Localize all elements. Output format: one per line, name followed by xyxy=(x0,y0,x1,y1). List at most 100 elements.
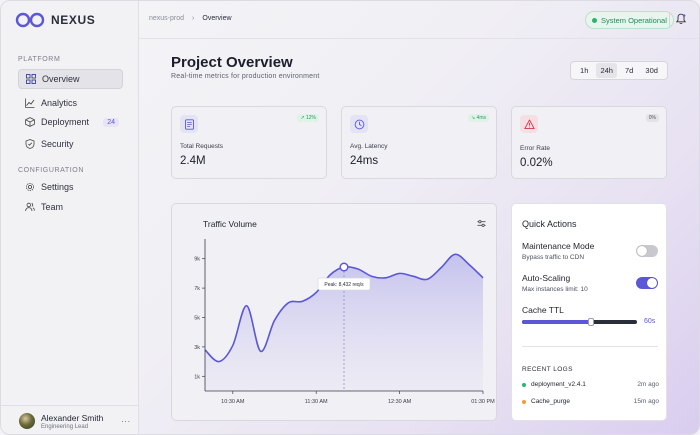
clock-icon xyxy=(350,115,368,133)
sidebar-item-analytics[interactable]: Analytics xyxy=(18,93,123,113)
log-item[interactable]: deployment_v2.4.1 2m ago xyxy=(522,381,659,388)
grid-icon xyxy=(26,74,36,84)
cache-ttl-label: Cache TTL xyxy=(522,305,564,315)
top-bar: nexus-prod › Overview System Operational xyxy=(139,1,699,39)
sidebar: NEXUS PLATFORM Overview Analytics Deploy… xyxy=(1,1,139,434)
gear-icon xyxy=(26,183,34,191)
more-options-icon[interactable]: ... xyxy=(121,415,131,424)
user-name: Alexander Smith xyxy=(41,412,104,423)
log-name: deployment_v2.4.1 xyxy=(531,381,586,388)
quick-actions-title: Quick Actions xyxy=(522,219,577,229)
metric-label: Avg. Latency xyxy=(350,143,388,150)
sidebar-item-settings[interactable]: Settings xyxy=(18,177,123,197)
metric-label: Total Requests xyxy=(180,143,223,150)
auto-scaling-label: Auto-Scaling xyxy=(522,273,571,283)
breadcrumb-project[interactable]: nexus-prod xyxy=(149,15,185,22)
sidebar-item-overview[interactable]: Overview xyxy=(18,69,123,89)
maintenance-mode-label: Maintenance Mode xyxy=(522,241,595,251)
status-dot-icon xyxy=(592,17,597,23)
slider-fill xyxy=(522,320,591,324)
users-icon xyxy=(25,202,35,212)
x-tick-label: 12:30 AM xyxy=(388,399,412,405)
status-badge: System Operational xyxy=(585,11,674,29)
auto-scaling-desc: Max instances limit: 10 xyxy=(522,286,588,293)
toggle-knob xyxy=(637,246,647,256)
deployment-count-badge: 24 xyxy=(103,117,119,127)
box-icon xyxy=(25,117,35,127)
chart-area-fill xyxy=(205,254,483,391)
quick-actions-panel: Quick Actions Maintenance Mode Bypass tr… xyxy=(511,203,667,421)
maintenance-mode-toggle[interactable] xyxy=(636,245,658,257)
breadcrumb: nexus-prod › Overview xyxy=(149,15,232,22)
log-status-dot xyxy=(522,382,526,387)
cache-ttl-slider[interactable] xyxy=(522,318,637,326)
metric-label: Error Rate xyxy=(520,145,550,152)
warning-icon xyxy=(520,115,538,133)
infinity-logo-icon xyxy=(15,12,45,28)
brand-name: NEXUS xyxy=(51,13,96,27)
page-subtitle: Real-time metrics for production environ… xyxy=(171,73,320,80)
range-1h[interactable]: 1h xyxy=(580,66,589,75)
auto-scaling-toggle[interactable] xyxy=(636,277,658,289)
cache-ttl-value: 60s xyxy=(644,318,656,325)
trend-badge: ↗ 12% xyxy=(297,114,319,122)
sidebar-item-label: Security xyxy=(41,139,74,149)
status-text: System Operational xyxy=(601,15,667,25)
breadcrumb-current: Overview xyxy=(202,15,232,22)
log-item[interactable]: Cache_purge 15m ago xyxy=(522,398,659,405)
panel-divider xyxy=(522,346,658,347)
range-24h[interactable]: 24h xyxy=(596,63,617,78)
maintenance-mode-desc: Bypass traffic to CDN xyxy=(522,254,585,261)
bell-icon[interactable] xyxy=(675,13,687,25)
metric-value: 24ms xyxy=(350,155,379,167)
y-tick-label: 3k xyxy=(194,345,200,351)
y-tick-label: 5k xyxy=(194,316,200,322)
trend-badge: ↘ 4ms xyxy=(467,114,489,122)
peak-point xyxy=(339,262,349,272)
sidebar-item-label: Team xyxy=(41,202,64,212)
brand-logo[interactable]: NEXUS xyxy=(15,12,95,28)
platform-section-label: PLATFORM xyxy=(18,56,61,63)
page-title: Project Overview xyxy=(171,54,293,71)
sidebar-item-label: Deployment xyxy=(41,117,90,127)
log-status-dot xyxy=(522,399,526,404)
user-profile[interactable]: Alexander Smith Engineering Lead ... xyxy=(1,405,139,434)
sidebar-item-label: Settings xyxy=(41,182,74,192)
shield-icon xyxy=(25,139,35,149)
log-time: 15m ago xyxy=(633,398,659,405)
chart-line-icon xyxy=(25,98,35,108)
chart-title: Traffic Volume xyxy=(203,219,257,229)
avatar xyxy=(19,413,35,429)
slider-thumb[interactable] xyxy=(588,318,594,326)
metric-card-requests: ↗ 12% Total Requests 2.4M xyxy=(171,106,327,179)
sidebar-item-label: Overview xyxy=(42,74,80,84)
user-role: Engineering Lead xyxy=(41,423,89,430)
trend-badge: 0% xyxy=(645,114,659,122)
recent-logs-title: RECENT LOGS xyxy=(522,366,573,373)
document-icon xyxy=(180,115,198,133)
metric-value: 0.02% xyxy=(520,157,553,169)
range-7d[interactable]: 7d xyxy=(625,66,634,75)
x-tick-label: 10:30 AM xyxy=(221,399,245,405)
peak-tooltip-text: Peak: 8,432 req/s xyxy=(324,282,364,288)
breadcrumb-separator: › xyxy=(192,15,195,22)
time-range-selector: 1h 24h 7d 30d xyxy=(570,61,668,80)
metric-card-error-rate: 0% Error Rate 0.02% xyxy=(511,106,667,179)
x-tick-label: 01:30 PM xyxy=(471,399,495,405)
y-tick-label: 7k xyxy=(194,286,200,292)
sidebar-item-security[interactable]: Security xyxy=(18,134,123,154)
sidebar-item-deployment[interactable]: Deployment 24 xyxy=(18,112,123,132)
log-name: Cache_purge xyxy=(531,398,571,405)
log-time: 2m ago xyxy=(637,381,659,388)
x-tick-label: 11:30 AM xyxy=(305,399,328,405)
traffic-chart: 1k 3k 5k 7k 9k 10:30 AM 11:30 AM 12:30 AM 01:30 … xyxy=(194,239,495,405)
peak-tooltip xyxy=(317,277,371,291)
sidebar-item-team[interactable]: Team xyxy=(18,197,123,217)
metric-value: 2.4M xyxy=(180,155,206,167)
configuration-section-label: CONFIGURATION xyxy=(18,167,85,174)
range-30d[interactable]: 30d xyxy=(645,66,658,75)
header-divider xyxy=(669,13,670,27)
user-info: Alexander Smith Engineering Lead xyxy=(41,413,103,430)
sliders-icon[interactable] xyxy=(477,219,486,228)
